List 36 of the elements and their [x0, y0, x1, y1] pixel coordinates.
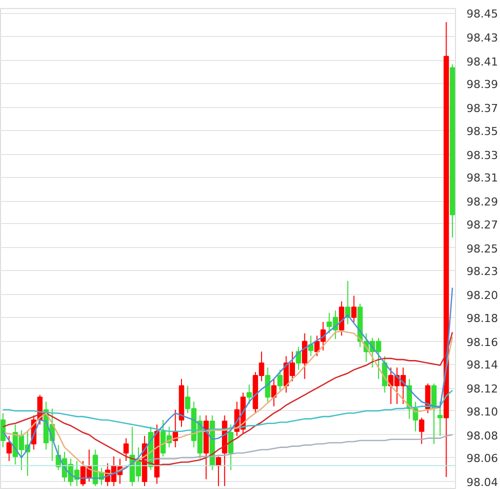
candlestick — [351, 295, 357, 322]
y-tick-label: 98.06 — [466, 452, 498, 466]
y-tick-label: 98.31 — [466, 172, 498, 185]
candlestick — [271, 378, 277, 407]
candlestick — [228, 424, 234, 471]
y-tick-label: 98.37 — [466, 102, 498, 116]
candlestick — [265, 367, 270, 402]
y-tick-label: 98.43 — [466, 31, 498, 44]
candlestick — [338, 300, 344, 336]
candlestick — [418, 417, 424, 444]
y-tick-label: 98.14 — [466, 358, 498, 372]
y-tick-label: 98.16 — [466, 336, 498, 349]
candlestick — [123, 438, 129, 462]
y-tick-label: 98.18 — [466, 312, 498, 325]
y-tick-label: 98.29 — [466, 196, 498, 209]
y-tick-label: 98.08 — [466, 429, 498, 442]
y-tick-label: 98.41 — [466, 55, 498, 68]
y-tick-label: 98.25 — [466, 242, 498, 256]
y-tick-label: 98.12 — [466, 382, 498, 396]
y-tick-label: 98.23 — [466, 265, 498, 278]
candlestick — [345, 280, 350, 325]
y-tick-label: 98.04 — [466, 476, 498, 489]
y-tick-label: 98.33 — [466, 148, 498, 162]
candlestick — [277, 369, 283, 391]
candlestick — [6, 435, 12, 462]
y-tick-label: 98.35 — [466, 124, 498, 138]
y-tick-label: 98.45 — [466, 8, 498, 21]
candlestick — [246, 384, 252, 405]
y-tick-label: 98.39 — [466, 78, 498, 92]
candlestick — [437, 401, 443, 436]
y-tick-label: 98.10 — [466, 405, 498, 418]
candlestick — [302, 332, 308, 380]
candlestick — [308, 335, 314, 357]
y-tick-label: 98.27 — [466, 218, 498, 232]
y-tick-label: 98.20 — [466, 289, 498, 302]
candlestick — [425, 383, 430, 414]
